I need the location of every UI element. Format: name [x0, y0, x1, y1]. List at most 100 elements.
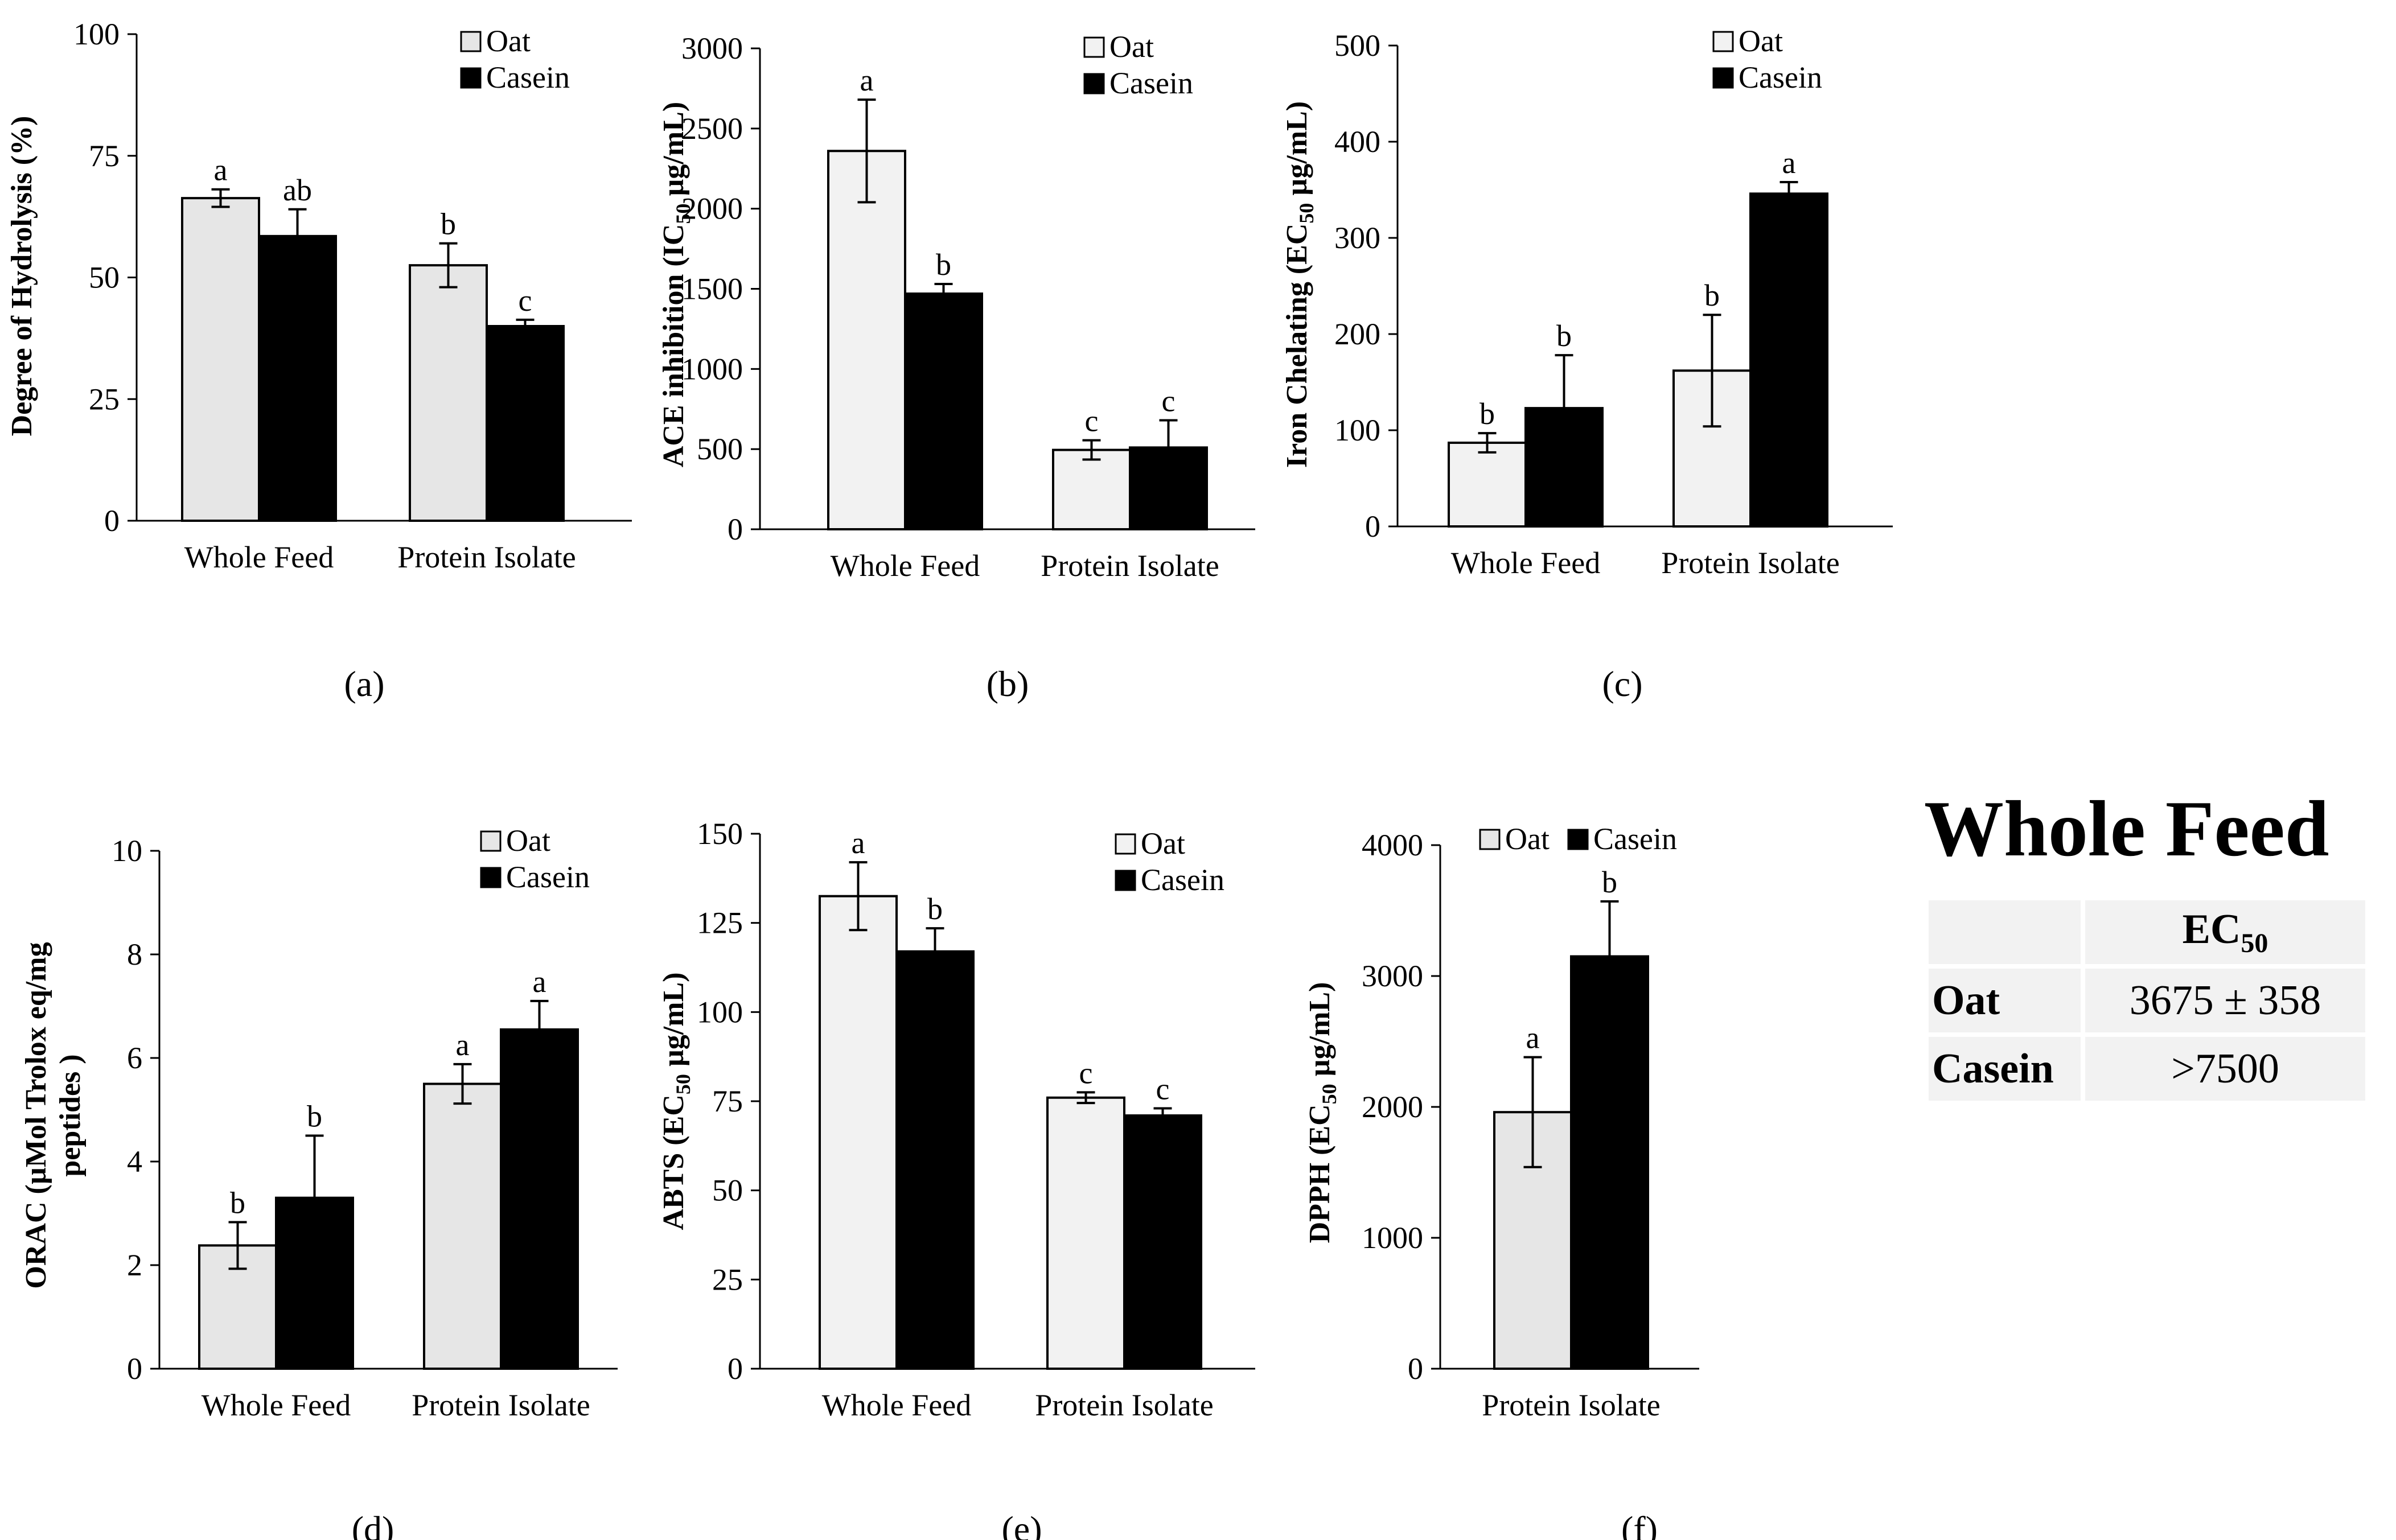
legend-label: Casein — [1141, 863, 1224, 897]
table-row: Casein >7500 — [1929, 1037, 2365, 1101]
table-header-ec50: EC50 — [2085, 900, 2365, 964]
x-category-label: Whole Feed — [184, 540, 334, 574]
y-tick-label: 2000 — [681, 192, 743, 226]
significance-letter: a — [214, 153, 228, 187]
panel-label: (b) — [987, 664, 1029, 704]
ec-label: EC — [2182, 906, 2241, 953]
significance-letter: c — [1079, 1056, 1093, 1090]
chart-panel-a: 0 25 50 75 100 a ab Whole Feed b c Protein Isolate… — [6, 17, 632, 704]
y-tick-label: 0 — [728, 1352, 743, 1386]
significance-letter: c — [1156, 1072, 1170, 1106]
bar-casein — [500, 1028, 579, 1370]
x-category-label: Protein Isolate — [412, 1388, 590, 1422]
bar-oat — [409, 264, 488, 522]
significance-letter: ab — [283, 173, 312, 207]
x-category-label: Protein Isolate — [1041, 549, 1219, 583]
legend-label: Casein — [486, 60, 570, 94]
panel-label: (f) — [1621, 1509, 1658, 1540]
y-axis-label: Iron Chelating (EC50 µg/mL) — [1281, 101, 1318, 468]
y-tick-label: 3000 — [1362, 959, 1423, 993]
bar-oat — [819, 895, 898, 1370]
y-tick-label: 0 — [1365, 509, 1380, 543]
whole-feed-title: Whole Feed — [1924, 785, 2329, 873]
bar-oat — [1448, 441, 1527, 528]
y-tick-label: 1000 — [681, 352, 743, 386]
y-tick-label: 50 — [89, 261, 120, 295]
chart-panel-d: 0 2 4 6 8 10 b b Whole Feed a a Protein Isolate ORAC… — [20, 823, 618, 1540]
legend-label: Oat — [1505, 822, 1550, 856]
table-row: Oat 3675 ± 358 — [1929, 969, 2365, 1032]
legend-swatch-oat — [460, 31, 482, 52]
y-tick-label: 6 — [127, 1041, 142, 1075]
panel-label: (e) — [1001, 1509, 1042, 1540]
chart-panel-b: 0 500 1000 1500 2000 2500 3000 a b Whole Feed c c Pr… — [657, 30, 1255, 704]
x-category-label: Whole Feed — [1451, 546, 1600, 580]
legend-label: Casein — [1109, 66, 1193, 100]
y-tick-label: 75 — [712, 1084, 743, 1118]
significance-letter: b — [307, 1100, 322, 1134]
y-tick-label: 10 — [112, 834, 142, 868]
significance-letter: b — [1704, 278, 1720, 312]
y-tick-label: 300 — [1334, 221, 1380, 255]
legend-label: Oat — [1739, 24, 1783, 58]
row-value-oat: 3675 ± 358 — [2085, 969, 2365, 1032]
bar-oat — [181, 197, 260, 522]
y-tick-label: 100 — [73, 17, 120, 51]
chart-panel-c: 0 100 200 300 400 500 b b Whole Feed b a Protein Is… — [1281, 24, 1893, 704]
legend-swatch-casein — [1712, 67, 1734, 89]
bar-oat — [423, 1082, 502, 1370]
significance-letter: b — [441, 207, 456, 241]
significance-letter: b — [927, 892, 943, 926]
panel-label: (d) — [352, 1509, 394, 1540]
legend-label: Oat — [1141, 826, 1185, 860]
y-tick-label: 75 — [89, 139, 120, 173]
y-tick-label: 0 — [104, 504, 120, 538]
row-value-casein: >7500 — [2085, 1037, 2365, 1101]
y-tick-label: 2000 — [1362, 1090, 1423, 1124]
significance-letter: a — [533, 965, 546, 999]
significance-letter: b — [1602, 865, 1617, 899]
legend-swatch-oat — [480, 830, 502, 852]
x-category-label: Whole Feed — [822, 1388, 971, 1422]
y-tick-label: 8 — [127, 937, 142, 971]
y-axis-label: ABTS (EC50 µg/mL) — [657, 972, 694, 1230]
legend-label: Casein — [506, 860, 590, 894]
x-category-label: Protein Isolate — [1661, 546, 1839, 580]
significance-letter: b — [230, 1185, 245, 1220]
y-axis-label: ORAC (µMol Trolox eq/mg — [20, 942, 52, 1288]
x-category-label: Whole Feed — [831, 549, 980, 583]
significance-letter: a — [456, 1028, 470, 1062]
y-tick-label: 2 — [127, 1248, 142, 1282]
y-tick-label: 1500 — [681, 272, 743, 306]
legend-swatch-casein — [1115, 870, 1136, 891]
table-header-row: EC50 — [1929, 900, 2365, 964]
y-tick-label: 500 — [697, 432, 743, 466]
legend-swatch-casein — [480, 867, 502, 888]
significance-letter: b — [936, 248, 951, 282]
x-category-label: Protein Isolate — [397, 540, 576, 574]
legend-label: Oat — [486, 24, 531, 58]
legend-label: Oat — [1109, 30, 1154, 64]
y-tick-label: 50 — [712, 1173, 743, 1208]
significance-letter: a — [1782, 146, 1796, 180]
y-tick-label: 150 — [697, 817, 743, 851]
bar-oat — [1046, 1096, 1125, 1370]
bar-casein — [1749, 192, 1828, 528]
y-axis-label: Degree of Hydrolysis (%) — [6, 116, 38, 437]
bar-casein — [486, 325, 565, 522]
y-axis-label-line2: peptides ) — [54, 1054, 87, 1176]
y-tick-label: 0 — [127, 1352, 142, 1386]
chart-panel-f: 0 1000 2000 3000 4000 a b Protein Isolate DPPH (… — [1304, 822, 1699, 1540]
y-tick-label: 200 — [1334, 317, 1380, 351]
ec-subscript: 50 — [2241, 928, 2268, 958]
legend-label: Casein — [1593, 822, 1677, 856]
bar-casein — [1570, 955, 1649, 1370]
legend-label: Oat — [506, 823, 550, 858]
bar-casein — [895, 950, 975, 1370]
legend-swatch-oat — [1083, 36, 1105, 58]
legend-swatch-oat — [1712, 31, 1734, 52]
significance-letter: b — [1556, 319, 1572, 353]
x-category-label: Protein Isolate — [1035, 1388, 1213, 1422]
bar-casein — [904, 292, 983, 530]
